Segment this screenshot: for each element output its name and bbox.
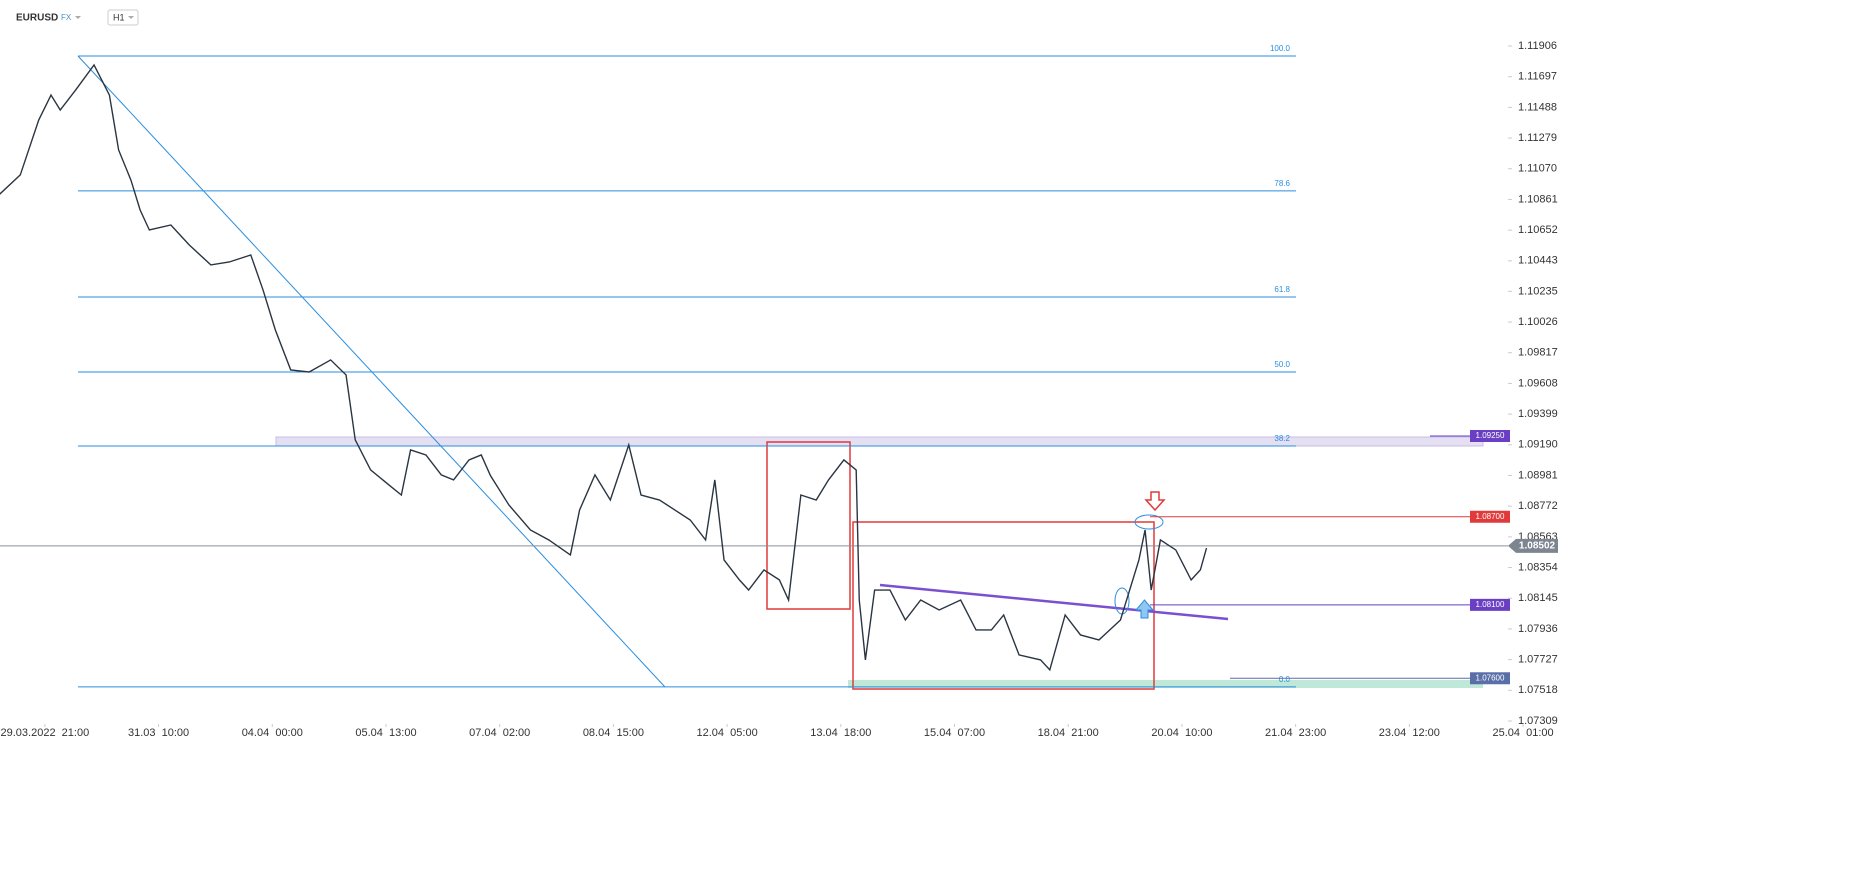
resistance-zone (275, 436, 1484, 447)
up-arrow (1134, 599, 1155, 619)
range-box (766, 441, 851, 610)
y-tick-label: 1.09817 (1518, 347, 1558, 359)
y-tick-label: 1.10443 (1518, 255, 1558, 267)
interval[interactable]: H1 (113, 12, 125, 22)
support-zone (848, 680, 1483, 688)
x-tick-label: 21.04 23:00 (1265, 727, 1326, 739)
symbol[interactable]: EURUSD (16, 13, 58, 24)
highlight (1134, 514, 1164, 530)
y-tick-label: 1.11906 (1518, 40, 1557, 52)
x-tick-label: 18.04 21:00 (1038, 727, 1099, 739)
x-tick-label: 05.04 13:00 (355, 727, 416, 739)
current-price-tag (1508, 538, 1558, 553)
market: FX (61, 13, 72, 22)
fib-label: 61.8 (1274, 285, 1290, 294)
fib-label: 0.0 (1279, 675, 1291, 684)
y-tick-label: 1.08145 (1518, 592, 1558, 604)
x-tick-label: 15.04 07:00 (924, 727, 985, 739)
dropdown[interactable] (75, 16, 81, 19)
x-tick-label: 07.04 02:00 (469, 727, 530, 739)
fib-label: 100.0 (1270, 44, 1291, 53)
y-tick-label: 1.07518 (1518, 684, 1558, 696)
y-tick-label: 1.09190 (1518, 439, 1558, 451)
price-tag-label: 1.07600 (1476, 673, 1505, 682)
x-tick-label: 13.04 18:00 (810, 727, 871, 739)
x-tick-label: 29.03.2022 21:00 (1, 727, 90, 739)
trend-line (879, 583, 1229, 621)
fib-label: 78.6 (1274, 179, 1290, 188)
x-tick-label: 04.04 00:00 (242, 727, 303, 739)
y-tick-label: 1.10652 (1518, 224, 1558, 236)
dropdown[interactable] (128, 16, 134, 19)
price-tag-label: 1.08700 (1476, 512, 1505, 521)
x-tick-label: 20.04 10:00 (1151, 727, 1212, 739)
interval-box[interactable] (107, 9, 139, 26)
y-tick-label: 1.07936 (1518, 623, 1558, 635)
price-tag (1470, 510, 1510, 523)
x-tick-label: 12.04 05:00 (697, 727, 758, 739)
price-tag-label: 1.08100 (1476, 600, 1505, 609)
price-tag (1470, 672, 1510, 685)
range-box (852, 521, 1155, 690)
y-tick-label: 1.10861 (1518, 193, 1558, 205)
x-tick-label: 23.04 12:00 (1379, 727, 1440, 739)
y-tick-label: 1.08354 (1518, 561, 1558, 573)
current-price-label: 1.08502 (1519, 540, 1556, 551)
y-tick-label: 1.11070 (1518, 163, 1557, 175)
price-tag-label: 1.09250 (1476, 431, 1505, 440)
y-tick-label: 1.07309 (1518, 715, 1558, 727)
y-tick-label: 1.11279 (1518, 132, 1557, 144)
down-arrow (1144, 491, 1166, 512)
y-tick-label: 1.08981 (1518, 469, 1558, 481)
price-line-series (0, 63, 1208, 672)
price-tag (1470, 598, 1510, 611)
y-tick-label: 1.11488 (1518, 101, 1557, 113)
y-tick-label: 1.08772 (1518, 500, 1558, 512)
fib-label: 38.2 (1274, 434, 1290, 443)
y-tick-label: 1.10026 (1518, 316, 1558, 328)
price-tag (1470, 429, 1510, 442)
x-tick-label: 31.03 10:00 (128, 727, 189, 739)
fib-label: 50.0 (1274, 360, 1290, 369)
x-tick-label: 08.04 15:00 (583, 727, 644, 739)
x-tick-label: 25.04 01:00 (1492, 727, 1553, 739)
y-tick-label: 1.10235 (1518, 285, 1558, 297)
y-tick-label: 1.07727 (1518, 654, 1558, 666)
y-tick-label: 1.09608 (1518, 377, 1558, 389)
y-tick-label: 1.09399 (1518, 408, 1558, 420)
y-tick-label: 1.11697 (1518, 71, 1557, 83)
